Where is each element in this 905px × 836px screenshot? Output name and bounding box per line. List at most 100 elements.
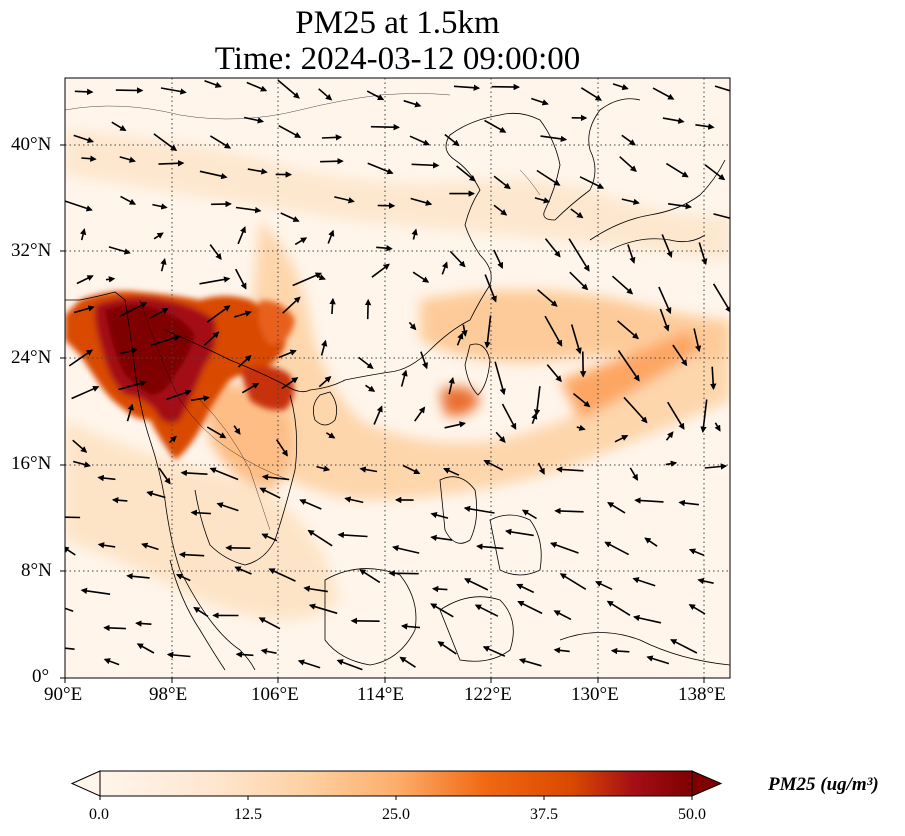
wind-arrow bbox=[282, 296, 301, 314]
wind-arrow bbox=[627, 244, 636, 264]
wind-arrow bbox=[495, 431, 506, 443]
wind-arrow bbox=[456, 332, 464, 346]
wind-arrow bbox=[337, 531, 368, 539]
wind-arrow bbox=[316, 274, 326, 281]
plot-title-line1: PM25 at 1.5km bbox=[295, 5, 500, 41]
wind-arrow bbox=[504, 528, 534, 537]
wind-arrow bbox=[275, 439, 288, 457]
wind-arrow bbox=[610, 647, 630, 655]
wind-arrow bbox=[65, 200, 93, 212]
wind-arrow bbox=[518, 657, 542, 667]
wind-arrow bbox=[501, 403, 517, 430]
wind-arrow bbox=[546, 364, 562, 383]
wind-arrow bbox=[629, 467, 639, 481]
wind-arrow bbox=[662, 117, 685, 124]
wind-arrow bbox=[568, 238, 590, 272]
wind-arrow bbox=[373, 405, 383, 425]
wind-arrow bbox=[365, 384, 376, 392]
wind-arrow bbox=[392, 545, 420, 554]
wind-arrow bbox=[623, 396, 648, 424]
wind-arrow bbox=[72, 439, 88, 453]
lon-tick-label: 90°E bbox=[44, 684, 83, 705]
wind-arrow bbox=[175, 573, 191, 582]
wind-arrow bbox=[474, 604, 499, 617]
coastlines bbox=[65, 98, 730, 671]
colorbar-tick-label: 12.5 bbox=[234, 806, 262, 823]
wind-arrow bbox=[672, 344, 688, 367]
wind-arrow bbox=[533, 386, 541, 416]
wind-arrow bbox=[203, 331, 220, 346]
wind-arrow bbox=[199, 170, 228, 180]
colorbar-tick-label: 37.5 bbox=[530, 806, 558, 823]
wind-vectors bbox=[65, 79, 730, 671]
wind-arrow bbox=[119, 156, 136, 163]
wind-arrow bbox=[713, 213, 730, 219]
wind-arrow bbox=[420, 351, 428, 370]
wind-arrow bbox=[549, 541, 579, 554]
wind-arrow bbox=[152, 203, 168, 210]
wind-arrow bbox=[576, 424, 586, 431]
wind-arrow bbox=[661, 234, 673, 258]
wind-arrow bbox=[111, 121, 127, 132]
wind-arrow bbox=[166, 389, 192, 401]
wind-arrow bbox=[119, 347, 139, 355]
pm25-field bbox=[65, 78, 730, 678]
colorbar-title: PM25 (ug/m³) bbox=[768, 774, 879, 795]
lon-tick-label: 114°E bbox=[357, 684, 404, 705]
wind-arrow bbox=[371, 263, 390, 278]
lat-tick-label: 16°N bbox=[11, 453, 52, 474]
wind-arrow bbox=[72, 460, 91, 468]
wind-arrow bbox=[517, 600, 543, 615]
wind-arrow bbox=[261, 533, 278, 542]
wind-arrow bbox=[414, 406, 426, 422]
wind-arrow bbox=[606, 600, 631, 616]
lon-tick-label: 130°E bbox=[571, 684, 619, 705]
lat-tick-label: 0° bbox=[32, 666, 50, 687]
wind-arrow bbox=[388, 570, 419, 577]
wind-arrow bbox=[667, 401, 685, 430]
wind-arrow bbox=[700, 399, 708, 433]
wind-arrow bbox=[216, 502, 239, 512]
wind-arrow bbox=[241, 382, 260, 394]
wind-arrow bbox=[65, 516, 81, 519]
lon-tick-label: 138°E bbox=[678, 684, 726, 705]
wind-arrow bbox=[316, 465, 331, 472]
wind-arrow bbox=[688, 604, 706, 615]
wind-arrow bbox=[193, 606, 209, 618]
wind-arrow bbox=[168, 435, 177, 444]
wind-arrow bbox=[358, 356, 374, 369]
wind-arrow bbox=[79, 228, 87, 241]
wind-arrow bbox=[569, 271, 589, 291]
wind-arrow bbox=[494, 361, 506, 396]
wind-arrow bbox=[318, 88, 333, 101]
wind-arrow bbox=[644, 537, 658, 547]
wind-arrow bbox=[68, 349, 93, 367]
lat-tick-label: 32°N bbox=[11, 240, 52, 261]
wind-arrow bbox=[714, 422, 721, 432]
wind-arrow bbox=[570, 324, 582, 355]
wind-arrow bbox=[678, 499, 699, 507]
wind-arrow bbox=[580, 87, 602, 101]
wind-arrow bbox=[633, 614, 662, 624]
plot-title-line2: Time: 2024-03-12 09:00:00 bbox=[214, 41, 581, 77]
wind-arrow bbox=[65, 607, 74, 613]
wind-arrow bbox=[444, 421, 466, 429]
lat-tick-label: 8°N bbox=[21, 560, 52, 581]
colorbar-tick-label: 0.0 bbox=[89, 806, 109, 823]
wind-arrow bbox=[190, 509, 211, 516]
wind-arrow bbox=[234, 566, 252, 575]
wind-arrow bbox=[136, 643, 155, 654]
wind-arrow bbox=[336, 659, 363, 671]
wind-arrow bbox=[482, 646, 506, 657]
wind-arrow bbox=[408, 321, 417, 331]
wind-arrow bbox=[367, 162, 394, 175]
wind-arrow bbox=[410, 197, 433, 206]
wind-arrow bbox=[81, 155, 97, 162]
wind-arrow bbox=[329, 297, 336, 315]
wind-arrow bbox=[698, 242, 708, 266]
wind-arrow bbox=[199, 276, 231, 285]
wind-arrow bbox=[430, 511, 449, 519]
wind-arrow bbox=[537, 289, 558, 307]
wind-arrow bbox=[318, 376, 332, 388]
wind-arrow bbox=[572, 392, 591, 408]
